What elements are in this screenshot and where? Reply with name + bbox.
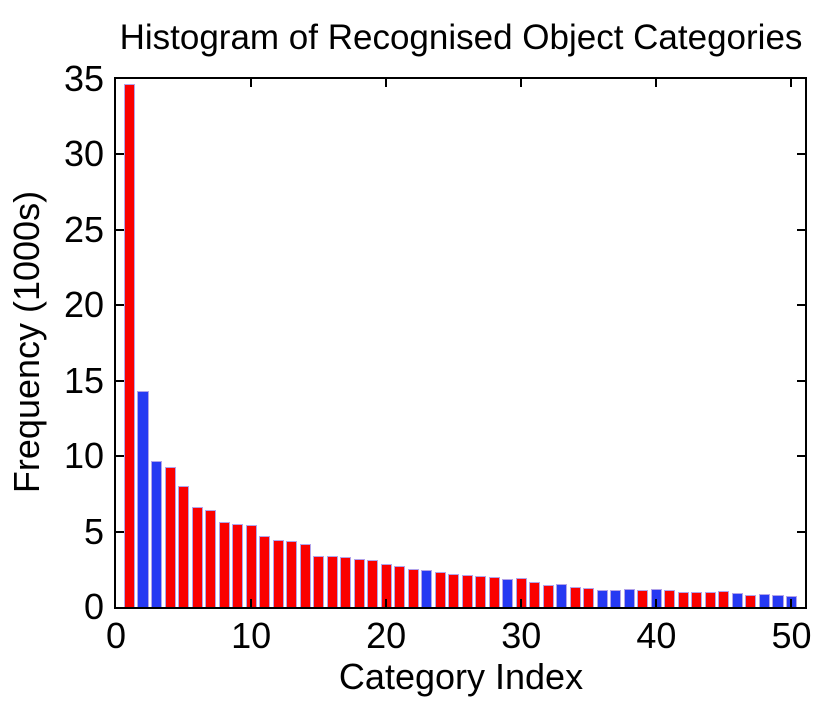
bar-category-30 [515,578,527,607]
bar-category-7 [205,509,217,607]
x-tick-top [520,79,523,87]
bar-category-20 [380,564,392,607]
y-tick-right [797,228,805,231]
bar-category-13 [286,541,298,607]
bar-category-44 [704,591,716,607]
bar-category-47 [745,594,757,607]
bar-category-10 [245,524,257,607]
bar-category-23 [421,570,433,607]
bar-category-31 [529,582,541,607]
y-tick-label-30: 30 [63,133,104,175]
x-tick-bottom [655,599,658,607]
bar-category-9 [232,524,244,607]
y-tick-label-25: 25 [63,208,104,250]
plot-area [114,77,807,609]
bar-category-36 [596,589,608,607]
bar-category-8 [218,521,230,607]
bar-category-32 [542,585,554,607]
x-tick-label-0: 0 [105,615,127,656]
x-tick-top [655,79,658,87]
bar-category-5 [178,486,190,607]
bar-category-6 [191,507,203,607]
bar-category-29 [502,579,514,607]
chart-title: Histogram of Recognised Object Categorie… [119,18,803,57]
bar-category-34 [569,587,581,607]
bar-category-21 [394,566,406,607]
bar-category-24 [434,572,446,607]
y-tick-left [116,379,124,382]
bar-category-45 [718,591,730,607]
bar-category-27 [475,576,487,607]
bar-category-16 [326,556,338,607]
y-tick-left [116,530,124,533]
bar-category-46 [731,592,743,607]
y-tick-left [116,455,124,458]
bar-category-37 [610,589,622,607]
bar-category-38 [623,588,635,607]
bar-category-35 [583,588,595,607]
x-tick-bottom [250,599,253,607]
y-tick-label-15: 15 [63,359,104,401]
y-tick-left [116,153,124,156]
bar-category-28 [488,576,500,607]
y-tick-label-5: 5 [83,510,104,552]
x-tick-bottom [520,599,523,607]
bar-category-22 [407,569,419,607]
bar-category-3 [150,461,163,607]
y-tick-label-10: 10 [63,435,104,477]
bar-category-48 [758,594,770,607]
bar-category-42 [677,591,689,607]
x-tick-label-40: 40 [636,615,677,656]
bar-category-2 [137,391,149,607]
bar-category-14 [299,543,311,607]
bar-category-49 [772,594,784,607]
y-tick-right [797,530,805,533]
x-tick-label-20: 20 [366,615,407,656]
y-tick-right [797,455,805,458]
bar-category-12 [272,539,284,607]
bar-category-25 [448,573,460,607]
x-tick-bottom [790,599,793,607]
y-tick-label-20: 20 [63,284,104,326]
bar-category-41 [664,589,676,607]
y-tick-left [116,228,124,231]
x-axis-label: Category Index [338,656,584,697]
bar-category-40 [650,588,662,607]
bar-category-19 [367,560,379,607]
y-tick-left [116,304,124,307]
bar-category-43 [691,591,703,607]
y-tick-label-35: 35 [63,58,104,99]
x-tick-label-50: 50 [771,615,812,656]
bar-category-1 [123,83,136,607]
bar-category-26 [461,574,473,607]
bar-category-4 [164,466,176,607]
bar-category-39 [637,590,649,607]
bar-category-18 [353,558,365,607]
x-tick-label-10: 10 [231,615,272,656]
y-tick-label-0: 0 [83,586,104,627]
x-tick-label-30: 30 [501,615,542,656]
x-tick-top [790,79,793,87]
bar-category-15 [313,555,325,607]
bar-category-17 [340,557,352,607]
bar-category-11 [259,536,271,607]
bar-category-33 [556,584,568,607]
y-tick-right [797,153,805,156]
y-tick-right [797,379,805,382]
x-tick-bottom [385,599,388,607]
x-tick-top [250,79,253,87]
x-tick-top [385,79,388,87]
y-tick-right [797,304,805,307]
